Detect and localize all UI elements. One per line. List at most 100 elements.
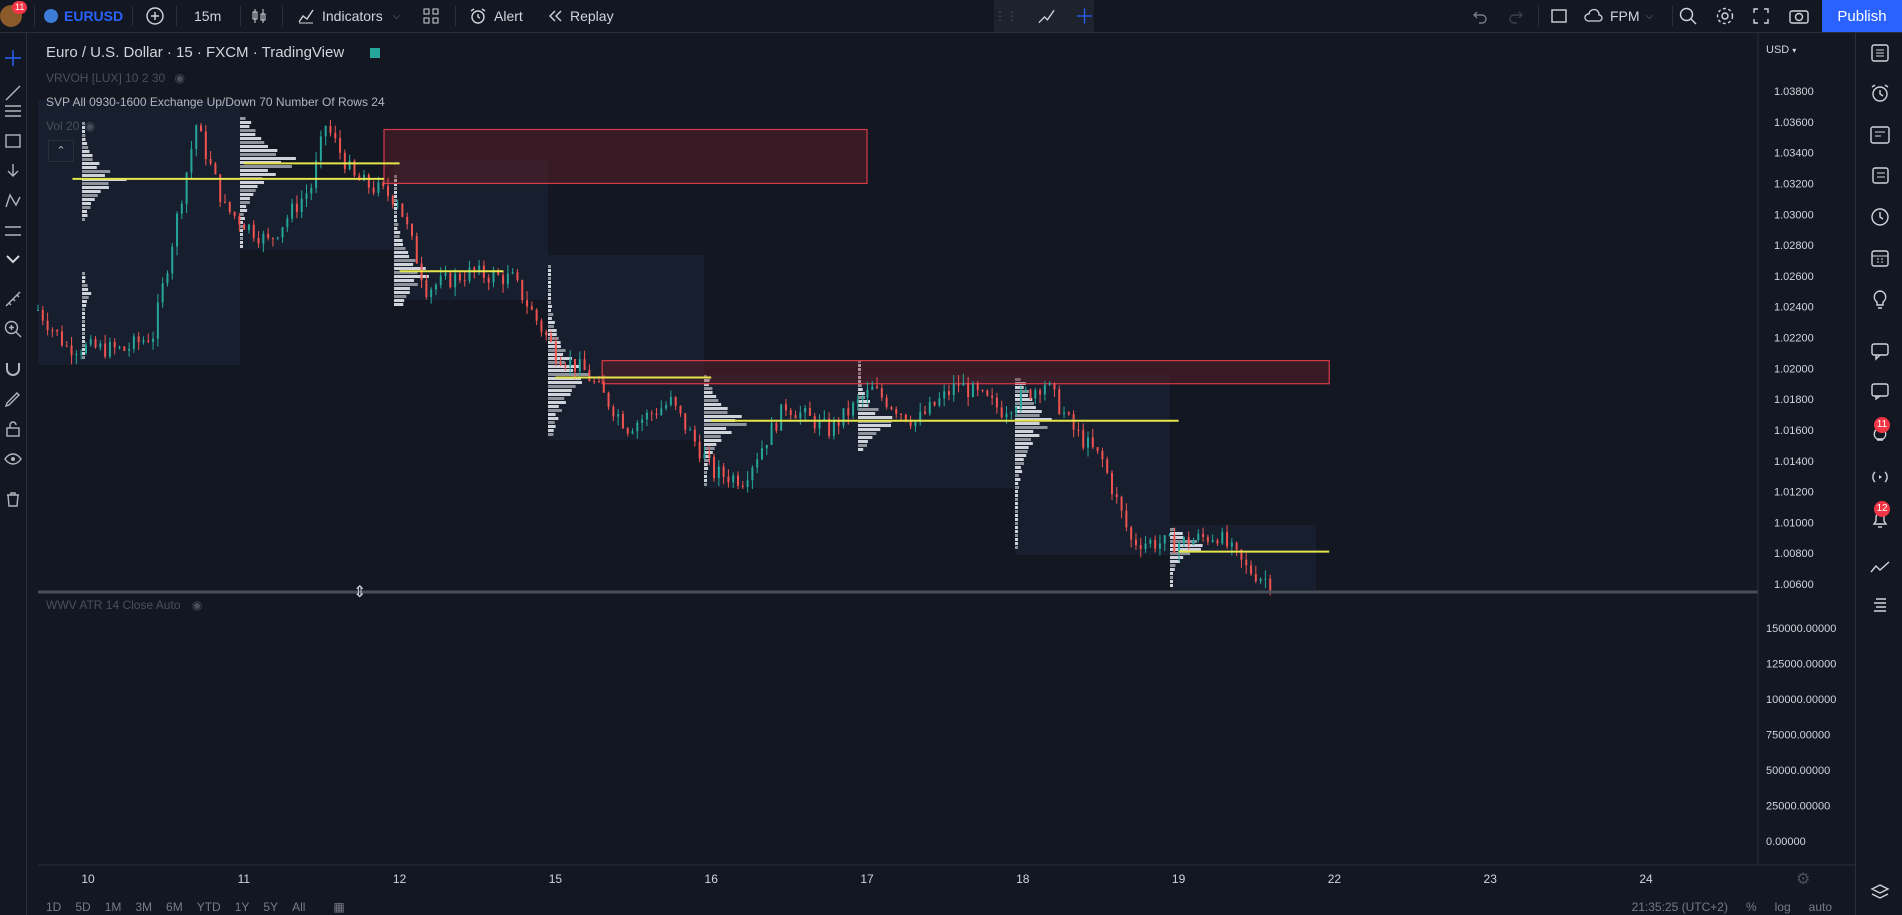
chart-type-button[interactable] [249, 0, 269, 32]
lock-icon[interactable] [3, 419, 23, 439]
dom-icon[interactable] [1868, 593, 1892, 617]
hotlist-icon[interactable] [1868, 163, 1892, 187]
forecast-icon[interactable] [3, 221, 23, 241]
crosshair-icon[interactable] [3, 48, 23, 68]
templates-button[interactable] [422, 0, 440, 32]
eye-icon[interactable]: ◉ [174, 71, 186, 85]
volume-profile-bar [394, 211, 397, 214]
log-toggle[interactable]: log [1774, 900, 1791, 914]
volume-tick-label: 150000.00000 [1766, 623, 1836, 635]
fullscreen-layout-button[interactable] [1550, 0, 1568, 32]
undo-button[interactable] [1471, 0, 1489, 32]
date-range-calendar-icon[interactable]: ▦ [333, 900, 345, 914]
candle-body [295, 203, 298, 213]
avatar[interactable]: 11 [0, 0, 28, 32]
price-tick-label: 1.01400 [1774, 456, 1814, 468]
fullscreen-button[interactable] [1752, 0, 1770, 32]
alert-button[interactable]: Alert [468, 0, 523, 32]
layers-icon[interactable] [1868, 881, 1892, 905]
volume-profile-bar [704, 467, 709, 470]
tf-ytd[interactable]: YTD [196, 900, 221, 914]
watchlist-icon[interactable] [1868, 41, 1892, 65]
volume-profile-bar [548, 297, 551, 300]
ideas-stream-button[interactable]: 11 [1868, 417, 1892, 447]
indicator-legend-lower[interactable]: WWV ATR 14 Close Auto ◉ [46, 598, 202, 612]
volume-profile-bar [394, 255, 410, 258]
compare-add-button[interactable] [145, 0, 165, 32]
trend-line-icon[interactable] [3, 83, 23, 103]
tf-3m[interactable]: 3M [135, 900, 153, 914]
volume-profile-bar [704, 475, 707, 478]
chevron-down-icon[interactable] [3, 249, 23, 269]
pattern-icon[interactable] [3, 191, 23, 211]
zoom-in-icon[interactable] [3, 319, 23, 339]
drag-handle-icon[interactable]: ⋮⋮ [994, 9, 1018, 23]
candle-body [478, 265, 481, 272]
settings-button[interactable] [1715, 0, 1735, 32]
symbol-search-button[interactable]: EURUSD [44, 0, 123, 32]
chart-settings-gear[interactable]: ⚙ [1796, 871, 1811, 888]
pencil-lock-icon[interactable] [3, 389, 23, 409]
chart-title[interactable]: Euro / U.S. Dollar · 15 · FXCM · Trading… [46, 44, 345, 61]
tf-all[interactable]: All [292, 900, 306, 914]
data-window-icon[interactable] [1868, 123, 1892, 147]
candle-body [1144, 543, 1147, 549]
currency-label[interactable]: USD ▾ [1766, 44, 1797, 56]
chart-line-icon[interactable] [1868, 556, 1892, 580]
indicator-legend-vol[interactable]: Vol 20 ◉ [46, 119, 95, 133]
tf-1m[interactable]: 1M [104, 900, 122, 914]
interval-button[interactable]: 15m [194, 0, 221, 32]
replay-button[interactable]: Replay [546, 0, 614, 32]
notifications-button[interactable]: 12 [1868, 501, 1892, 531]
rectangle-shape-icon[interactable] [3, 131, 23, 151]
message-icon[interactable] [1868, 379, 1892, 403]
calendar-icon[interactable] [1868, 246, 1892, 270]
fib-retracement-icon[interactable] [3, 101, 23, 121]
candle-body [852, 402, 855, 416]
volume-profile-bar [240, 193, 254, 196]
candle-body [823, 418, 826, 420]
tf-6m[interactable]: 6M [166, 900, 183, 914]
percent-toggle[interactable]: % [1745, 900, 1757, 914]
chat-icon[interactable] [1868, 339, 1892, 363]
crosshair-icon[interactable] [1075, 6, 1094, 26]
broadcast-icon[interactable] [1868, 465, 1892, 489]
volume-profile-bar [858, 384, 862, 387]
indicators-button[interactable]: Indicators ⌵ [296, 0, 400, 32]
indicator-legend-vrvoh[interactable]: VRVOH [LUX] 10 2 30 ◉ [46, 71, 185, 85]
volume-profile-bar [394, 267, 426, 270]
snapshot-button[interactable] [1788, 0, 1810, 32]
tf-1y[interactable]: 1Y [234, 900, 250, 914]
volume-profile-bar [548, 273, 551, 276]
candle-body [387, 186, 390, 196]
volume-profile-bar [240, 149, 278, 152]
search-icon [1679, 7, 1697, 25]
indicator-legend-svp[interactable]: SVP All 0930-1600 Exchange Up/Down 70 Nu… [46, 95, 385, 109]
trash-icon[interactable] [3, 489, 23, 509]
eye-icon[interactable] [3, 449, 23, 469]
lightbulb-icon[interactable] [1868, 288, 1892, 312]
clock-label[interactable]: 21:35:25 (UTC+2) [1631, 900, 1728, 914]
alarm-clock-icon[interactable] [1868, 81, 1892, 105]
brush-icon[interactable] [1036, 6, 1057, 26]
search-button[interactable] [1678, 0, 1698, 32]
flag-icon [44, 9, 58, 23]
magnet-icon[interactable] [3, 359, 23, 379]
layout-menu-button[interactable]: FPM ⌵ [1582, 0, 1653, 32]
clock-icon[interactable] [1868, 205, 1892, 229]
eye-icon[interactable]: ◉ [84, 119, 96, 133]
ruler-icon[interactable] [3, 289, 23, 309]
collapse-legend-button[interactable]: ⌃ [48, 140, 74, 162]
auto-toggle[interactable]: auto [1808, 900, 1832, 914]
publish-button[interactable]: Publish [1822, 0, 1902, 32]
redo-button[interactable] [1507, 0, 1525, 32]
candle-body [502, 274, 505, 285]
eye-icon[interactable]: ◉ [191, 598, 203, 612]
tf-5y[interactable]: 5Y [263, 900, 279, 914]
tf-5d[interactable]: 5D [75, 900, 91, 914]
arrow-down-icon[interactable] [3, 161, 23, 181]
volume-profile-bar [240, 205, 247, 208]
candle-body [559, 362, 562, 366]
tf-1d[interactable]: 1D [46, 900, 62, 914]
